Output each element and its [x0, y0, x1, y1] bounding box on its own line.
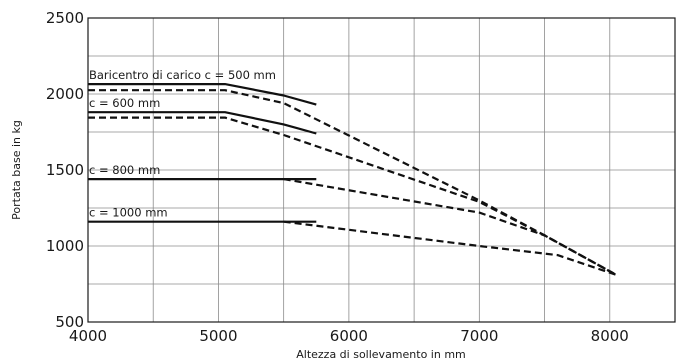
- y-tick-label: 500: [55, 313, 84, 331]
- plot-frame: [87, 17, 676, 323]
- series-label: Baricentro di carico c = 500 mm: [89, 68, 276, 82]
- x-axis-title: Altezza di sollevamento in mm: [296, 348, 466, 361]
- dashed-series-line: [283, 220, 617, 276]
- y-tick-label: 1500: [46, 161, 84, 179]
- dashed-series-line: [88, 89, 617, 276]
- x-tick-label: 7000: [460, 327, 498, 345]
- series-lines: [88, 82, 617, 276]
- series-labels: Baricentro di carico c = 500 mm c = 600 m…: [89, 68, 276, 220]
- tick-labels: 4000 5000 6000 7000 8000 500 1000 1500 2000 2500: [46, 9, 629, 345]
- x-tick-label: 6000: [330, 327, 368, 345]
- series-label: c = 1000 mm: [89, 206, 168, 220]
- solid-series-line: [88, 111, 317, 135]
- y-tick-label: 2000: [46, 85, 84, 103]
- series-label: c = 600 mm: [89, 96, 160, 110]
- y-tick-label: 1000: [46, 237, 84, 255]
- y-axis-title: Portata base in kg: [10, 120, 23, 220]
- x-tick-label: 4000: [69, 327, 107, 345]
- x-tick-label: 5000: [199, 327, 237, 345]
- x-tick-label: 8000: [591, 327, 629, 345]
- grid: [88, 18, 675, 322]
- dashed-series-line: [88, 116, 617, 276]
- solid-series-line: [88, 82, 317, 106]
- dashed-series-line: [283, 178, 617, 276]
- y-tick-label: 2500: [46, 9, 84, 27]
- series-label: c = 800 mm: [89, 163, 160, 177]
